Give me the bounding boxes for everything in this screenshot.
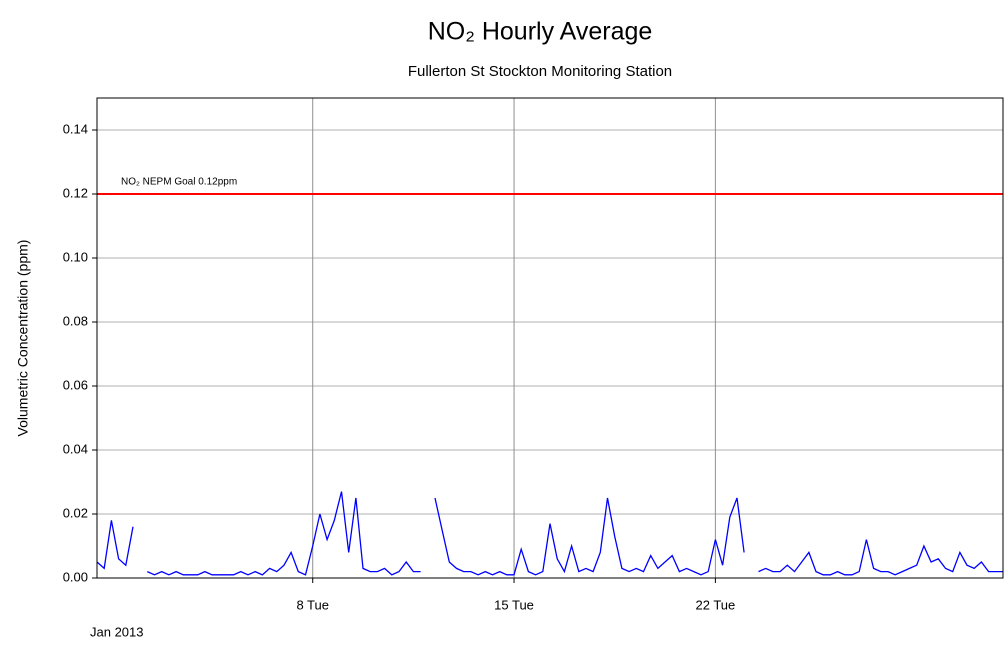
reference-label: NO₂ NEPM Goal 0.12ppm bbox=[121, 177, 237, 188]
data-line bbox=[96, 491, 1003, 576]
y-tick-label: 0.12 bbox=[63, 185, 88, 200]
chart-subtitle: Fullerton St Stockton Monitoring Station bbox=[408, 63, 672, 80]
x-tick-label: 22 Tue bbox=[695, 597, 735, 612]
plot-border bbox=[96, 97, 1004, 579]
y-tick-label: 0.04 bbox=[63, 441, 88, 456]
y-tick-label: 0.14 bbox=[63, 121, 88, 136]
plot-area bbox=[97, 98, 1003, 578]
x-tick-label: 8 Tue bbox=[296, 597, 329, 612]
x-axis-label: Jan 2013 bbox=[90, 624, 144, 639]
x-tick-label: 15 Tue bbox=[494, 597, 534, 612]
y-tick-label: 0.08 bbox=[63, 313, 88, 328]
y-tick-label: 0.10 bbox=[63, 249, 88, 264]
chart-title: NO₂ Hourly Average bbox=[428, 18, 653, 46]
y-tick-label: 0.06 bbox=[63, 377, 88, 392]
y-axis-label: Volumetric Concentration (ppm) bbox=[15, 240, 31, 437]
y-tick-label: 0.02 bbox=[63, 505, 88, 520]
y-tick-label: 0.00 bbox=[63, 569, 88, 584]
